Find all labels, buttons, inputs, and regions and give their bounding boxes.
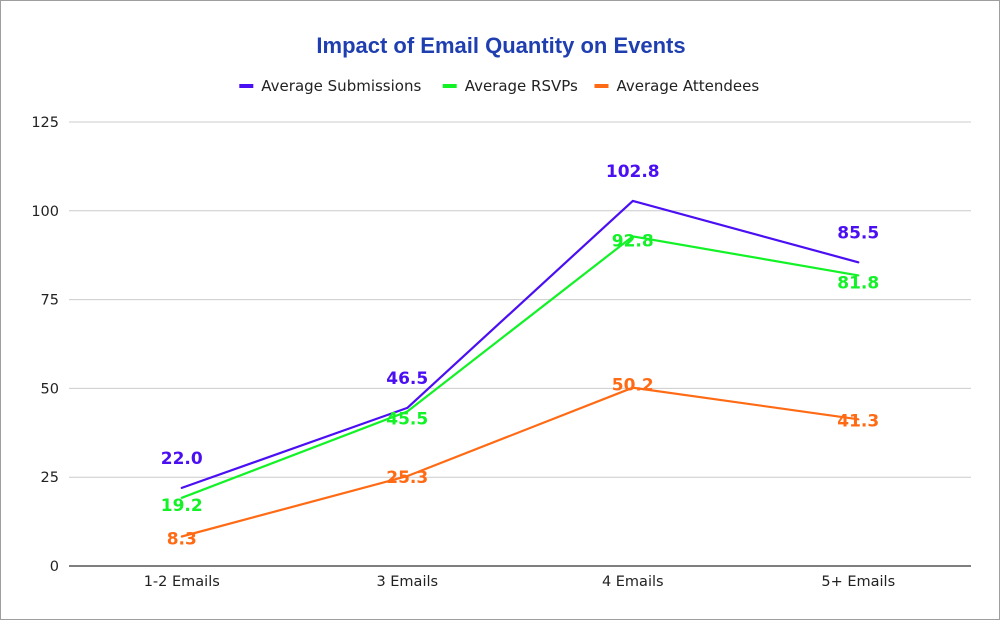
y-axis: 0 25 50 75 100 125	[31, 115, 59, 575]
data-label: 46.5	[386, 369, 428, 389]
y-tick-label: 125	[31, 115, 59, 131]
legend-swatch	[442, 84, 457, 88]
legend: Average Submissions Average RSVPs Average …	[239, 77, 759, 95]
y-tick-label: 100	[31, 204, 59, 220]
series-line	[180, 386, 860, 538]
x-tick-label: 5+ Emails	[821, 574, 895, 590]
data-label: 8.3	[167, 530, 197, 550]
data-label: 102.8	[606, 162, 660, 182]
data-label: 22.0	[161, 449, 203, 469]
legend-swatch	[239, 84, 254, 88]
data-label: 92.8	[612, 231, 654, 251]
legend-label: Average Submissions	[261, 77, 421, 95]
data-label: 19.2	[161, 496, 203, 516]
data-label: 85.5	[837, 223, 879, 243]
data-label: 81.8	[837, 273, 879, 293]
x-tick-label: 4 Emails	[602, 574, 664, 590]
legend-label: Average RSVPs	[465, 77, 578, 95]
chart-title: Impact of Email Quantity on Events	[316, 33, 685, 58]
gridlines	[69, 121, 971, 478]
data-label: 45.5	[386, 409, 428, 429]
x-tick-label: 3 Emails	[376, 574, 438, 590]
y-tick-label: 0	[50, 559, 59, 575]
data-label: 50.2	[612, 376, 654, 396]
y-tick-label: 75	[41, 293, 59, 309]
data-label: 41.3	[837, 411, 879, 431]
legend-swatch	[594, 84, 609, 88]
data-label: 25.3	[386, 468, 428, 488]
series-lines	[180, 199, 860, 538]
x-tick-label: 1-2 Emails	[144, 574, 220, 590]
y-tick-label: 50	[41, 381, 59, 397]
x-axis: 1-2 Emails 3 Emails 4 Emails 5+ Emails	[69, 565, 971, 590]
series-line	[180, 199, 860, 489]
legend-label: Average Attendees	[617, 77, 760, 95]
y-tick-label: 25	[41, 470, 59, 486]
data-labels: 22.0 46.5 102.8 85.5 19.2 45.5 92.8 81.8 8.3 25.3…	[161, 162, 879, 550]
series-line	[180, 235, 860, 499]
